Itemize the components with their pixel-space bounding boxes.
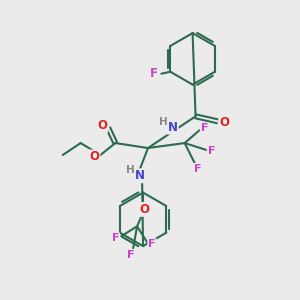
Text: N: N: [135, 169, 145, 182]
Text: F: F: [149, 67, 158, 80]
Text: O: O: [89, 150, 100, 164]
Text: F: F: [148, 239, 156, 249]
Text: F: F: [128, 250, 135, 260]
Text: N: N: [168, 121, 178, 134]
Text: O: O: [139, 203, 149, 216]
Text: O: O: [98, 119, 107, 132]
Text: O: O: [219, 116, 229, 129]
Text: F: F: [112, 233, 119, 243]
Text: H: H: [158, 117, 167, 127]
Text: F: F: [201, 123, 208, 133]
Text: H: H: [126, 165, 135, 175]
Text: F: F: [208, 146, 215, 156]
Text: F: F: [194, 164, 201, 174]
